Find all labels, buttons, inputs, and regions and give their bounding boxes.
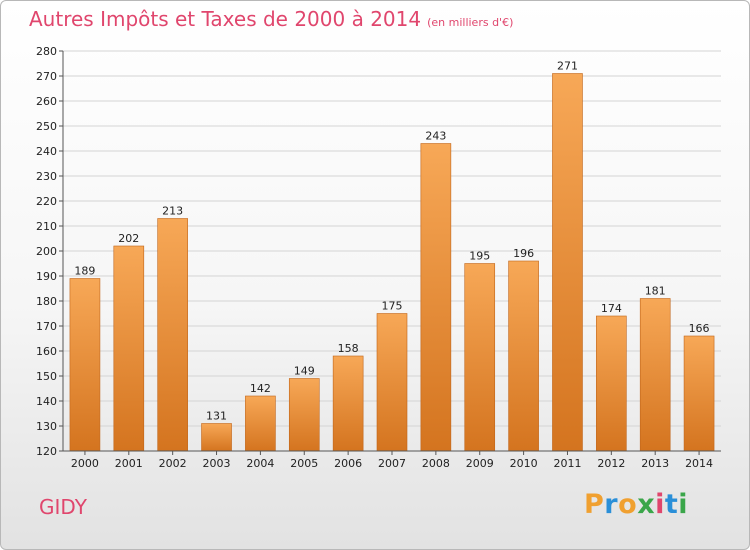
bar (157, 218, 188, 452)
bar (420, 143, 452, 452)
data-label: 175 (382, 300, 403, 313)
bars (69, 73, 715, 452)
y-tick-label: 260 (36, 95, 57, 108)
y-tick-label: 280 (36, 45, 57, 58)
bar (201, 423, 232, 452)
y-tick-label: 190 (36, 270, 57, 283)
x-tick-label: 2007 (378, 457, 406, 470)
bar (113, 245, 145, 452)
data-label: 271 (557, 60, 578, 73)
logo-letter: o (618, 489, 638, 520)
x-tick-label: 2000 (71, 457, 99, 470)
y-tick-label: 140 (36, 395, 57, 408)
chart-title-unit: (en milliers d'€) (427, 16, 514, 29)
y-tick-label: 240 (36, 145, 57, 158)
data-label: 158 (338, 342, 359, 355)
x-tick-label: 2012 (597, 457, 625, 470)
logo-letter: i (655, 489, 665, 520)
x-tick-label: 2013 (641, 457, 669, 470)
data-label: 195 (469, 250, 490, 263)
bar (288, 378, 320, 452)
x-tick-label: 2008 (422, 457, 450, 470)
data-label: 174 (601, 302, 622, 315)
x-tick-label: 2004 (246, 457, 274, 470)
bar (639, 298, 671, 452)
y-tick-label: 220 (36, 195, 57, 208)
logo-letter: i (678, 489, 689, 520)
bar (508, 260, 539, 452)
data-label: 149 (294, 365, 315, 378)
x-tick-label: 2001 (115, 457, 143, 470)
data-label: 142 (250, 382, 271, 395)
y-tick-label: 270 (36, 70, 57, 83)
data-label: 213 (162, 205, 183, 218)
y-tick-label: 200 (36, 245, 57, 258)
data-label: 189 (74, 265, 95, 278)
bar (245, 395, 276, 452)
y-tick-label: 210 (36, 220, 57, 233)
bar (552, 73, 583, 452)
x-tick-label: 2003 (203, 457, 231, 470)
logo-letter: P (584, 489, 605, 520)
data-label: 243 (425, 130, 446, 143)
logo-letter: x (637, 489, 656, 520)
bar (376, 313, 408, 452)
bar (69, 278, 101, 452)
y-tick-label: 170 (36, 320, 57, 333)
data-label: 202 (118, 232, 139, 245)
data-label: 131 (206, 410, 227, 423)
chart-title-text: Autres Impôts et Taxes de 2000 à 2014 (29, 7, 422, 31)
x-tick-label: 2011 (553, 457, 581, 470)
y-tick-label: 150 (36, 370, 57, 383)
y-tick-label: 120 (36, 445, 57, 458)
bar (683, 335, 715, 452)
bar (596, 315, 627, 452)
logo-letter: r (604, 489, 619, 520)
x-tick-label: 2006 (334, 457, 362, 470)
data-label: 166 (689, 322, 710, 335)
x-tick-label: 2010 (510, 457, 538, 470)
bar (464, 263, 496, 452)
y-tick-label: 250 (36, 120, 57, 133)
x-tick-label: 2009 (466, 457, 494, 470)
axes (59, 50, 721, 455)
labels: 120 130 140 150 160 170 180 190 200 210 220 230 240 2… (36, 45, 713, 470)
x-tick-label: 2005 (290, 457, 318, 470)
data-label: 181 (645, 285, 666, 298)
x-tick-label: 2014 (685, 457, 713, 470)
y-tick-label: 160 (36, 345, 57, 358)
x-tick-label: 2002 (159, 457, 187, 470)
chart-title: Autres Impôts et Taxes de 2000 à 2014 (en… (29, 7, 513, 31)
y-tick-label: 230 (36, 170, 57, 183)
y-tick-label: 180 (36, 295, 57, 308)
proxiti-logo: Proxiti (584, 489, 688, 520)
y-tick-label: 130 (36, 420, 57, 433)
logo-letter: t (664, 489, 679, 520)
bar (332, 355, 364, 452)
town-name: GIDY (39, 495, 87, 519)
data-label: 196 (513, 247, 534, 260)
